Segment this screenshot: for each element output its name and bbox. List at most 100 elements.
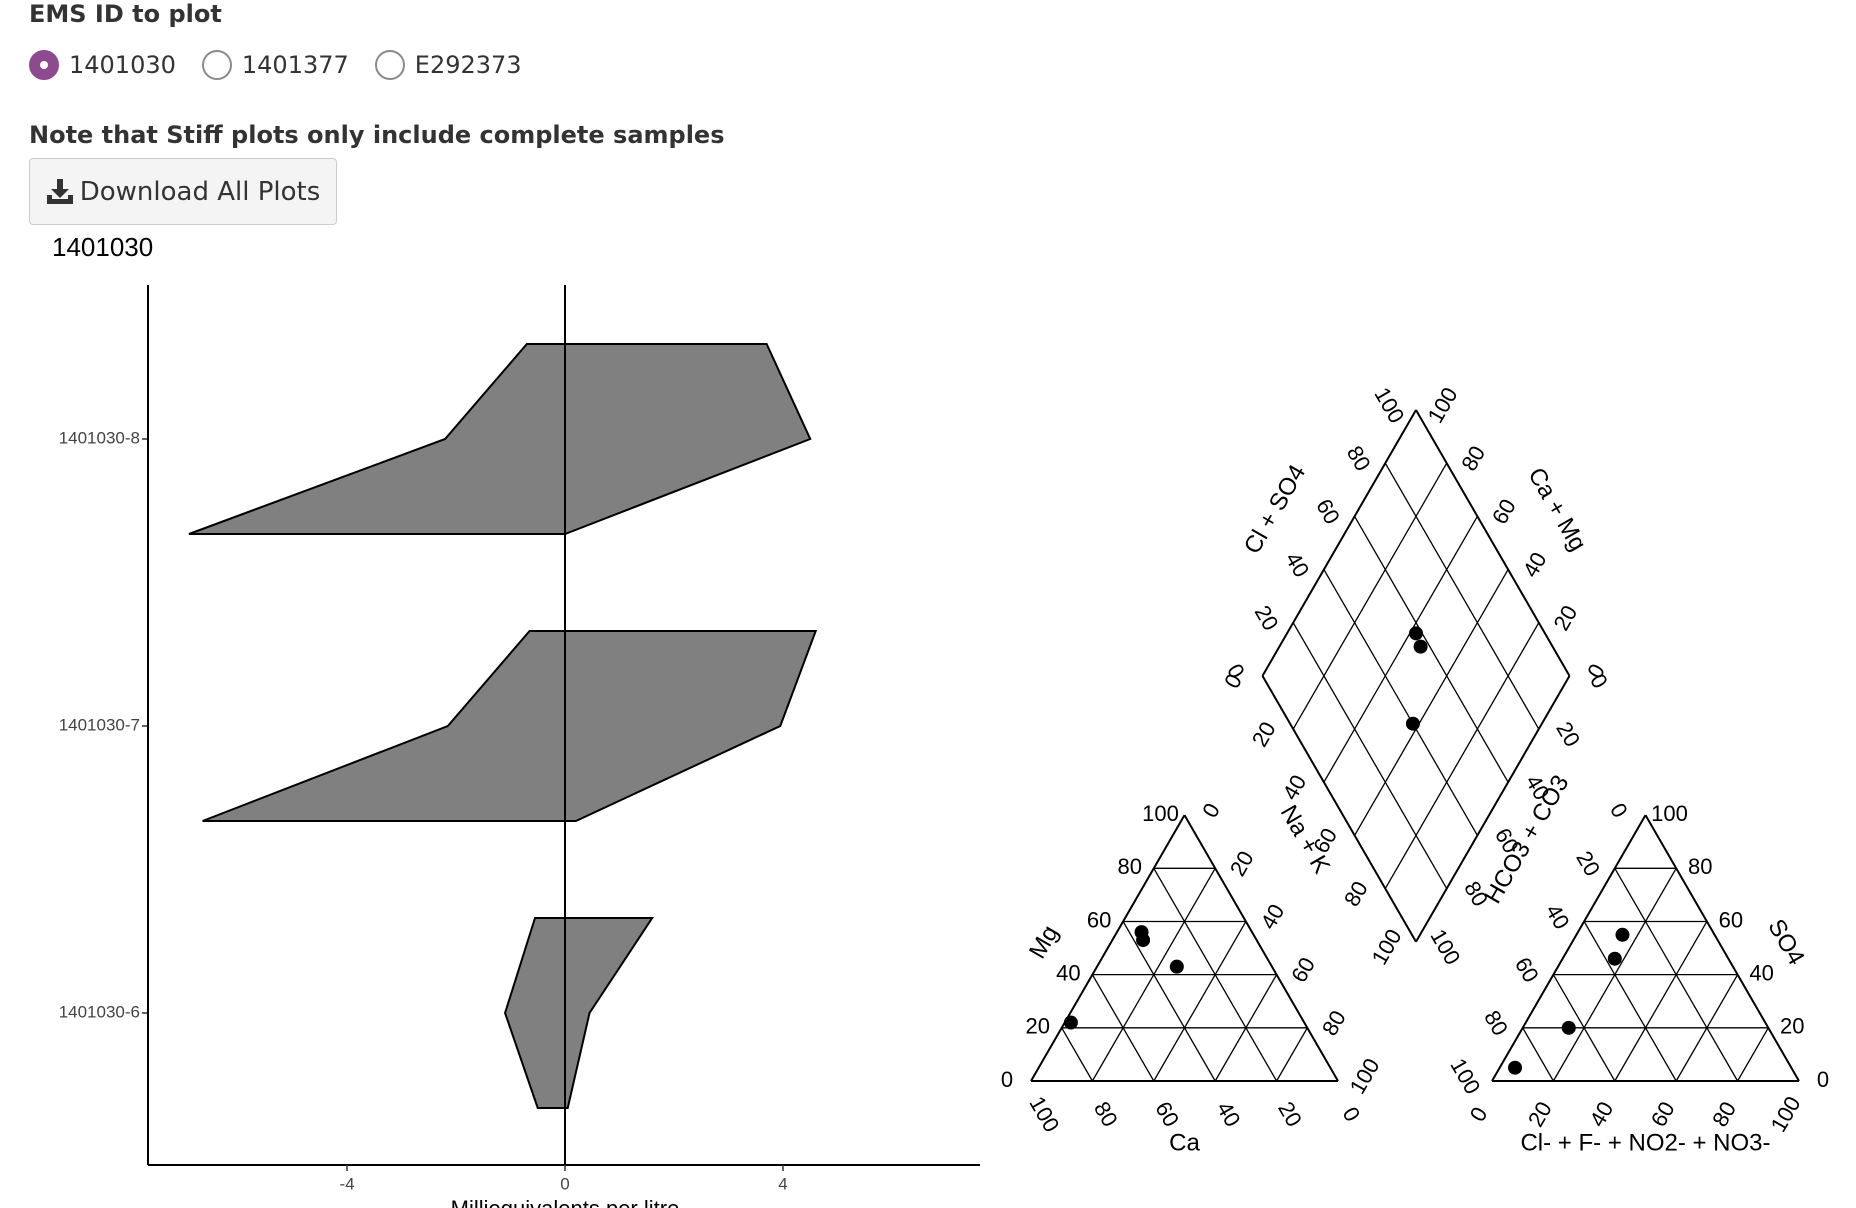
piper-point: [1409, 626, 1423, 641]
piper-grid-line: [1292, 462, 1448, 730]
piper-tick-label: 60: [1150, 1097, 1184, 1131]
radio-option-label: 1401377: [241, 51, 349, 79]
piper-tick-label: 40: [1056, 960, 1080, 985]
stiff-polygon: [188, 343, 812, 535]
piper-grid-line: [1675, 974, 1739, 1082]
piper-tick-label: 100: [1766, 1092, 1806, 1136]
piper-tick-label: 100: [1142, 801, 1179, 826]
piper-tick-label: 20: [1780, 1014, 1804, 1039]
stiff-polygon: [202, 630, 818, 822]
piper-grid-line: [1583, 921, 1677, 1082]
piper-tick-label: 100: [1425, 925, 1465, 969]
piper-tick-label: 80: [1089, 1097, 1123, 1131]
piper-point: [1405, 716, 1420, 731]
piper-tick-label: 80: [1479, 1006, 1513, 1040]
piper-tick-label: 40: [1277, 771, 1311, 805]
piper-grid-line: [1323, 569, 1478, 836]
piper-grid-line: [1030, 814, 1186, 1082]
piper-tick-label: 100: [1369, 383, 1409, 427]
piper-tick-label: 20: [1523, 1097, 1557, 1131]
piper-axis-title: Ca + Mg: [1522, 463, 1591, 556]
piper-grid-line: [1091, 974, 1155, 1082]
radio-button[interactable]: [374, 50, 405, 80]
piper-tick-label: 20: [1571, 847, 1605, 881]
piper-tick-label: 100: [1445, 1054, 1485, 1098]
download-all-plots-button[interactable]: Download All Plots: [29, 158, 337, 225]
piper-tick-label: 80: [1456, 441, 1490, 475]
piper-grid-line: [1384, 622, 1540, 889]
piper-tick-label: 40: [1749, 960, 1773, 985]
piper-point: [1607, 951, 1622, 966]
download-button-label: Download All Plots: [79, 176, 321, 207]
piper-tick-label: 80: [1118, 854, 1142, 879]
piper-grid-line: [1644, 814, 1800, 1082]
x-axis-label: Milliequivalents per litre: [451, 1196, 680, 1208]
piper-tick-label: 80: [1339, 877, 1373, 911]
radio-option-1401377[interactable]: 1401377: [201, 50, 349, 80]
piper-tick-label: 0: [1001, 1067, 1013, 1092]
piper-tick-label: 20: [1025, 1014, 1049, 1039]
x-tick-label: -4: [339, 1174, 354, 1193]
piper-grid-line: [1292, 622, 1448, 889]
radio-option-label: E292373: [414, 51, 522, 79]
piper-tick-label: 0: [1338, 1103, 1366, 1126]
piper-grid-line: [1261, 409, 1417, 677]
piper-tick-label: 80: [1688, 854, 1712, 879]
piper-tick-label: 80: [1707, 1097, 1741, 1131]
piper-tick-label: 0: [1197, 799, 1225, 822]
piper-tick-label: 100: [1024, 1092, 1064, 1136]
piper-tick-label: 60: [1646, 1097, 1680, 1131]
piper-tick-label: 100: [1367, 925, 1407, 969]
piper-grid-line: [1552, 974, 1616, 1082]
piper-tick-label: 40: [1541, 900, 1575, 934]
piper-grid-line: [1415, 675, 1571, 943]
radio-option-1401030[interactable]: 1401030: [29, 50, 176, 80]
y-tick-label: 1401030-7: [59, 715, 140, 734]
piper-grid-line: [1323, 516, 1478, 783]
plot-title: 1401030: [52, 232, 154, 262]
piper-tick-label: 20: [1250, 601, 1284, 635]
piper-point: [1063, 1015, 1078, 1030]
piper-axis-title: Cl + SO4: [1239, 460, 1311, 558]
download-icon: [46, 178, 73, 204]
piper-tick-label: 100: [1651, 801, 1688, 826]
radio-button[interactable]: [201, 50, 232, 80]
piper-tick-label: 40: [1280, 548, 1314, 582]
radio-button-checked[interactable]: [29, 50, 59, 80]
piper-tick-label: 60: [1487, 495, 1521, 529]
radio-option-label: 1401030: [69, 51, 176, 79]
radio-option-E292373[interactable]: E292373: [374, 50, 522, 80]
stiff-plot: 1401030-8 1401030-7 1401030-6 -4 0 4 Milliequi…: [59, 285, 980, 1208]
x-tick-label: 4: [778, 1174, 787, 1193]
piper-tick-label: 20: [1247, 717, 1281, 751]
piper-tick-label: 40: [1518, 548, 1552, 582]
piper-grid-line: [1491, 814, 1647, 1082]
piper-grid-line: [1276, 1027, 1308, 1082]
piper-tick-label: 20: [1551, 717, 1585, 751]
piper-point: [1136, 933, 1151, 948]
piper-grid-line: [1354, 516, 1509, 783]
y-tick-label: 1401030-8: [59, 428, 140, 447]
piper-grid-line: [1737, 1027, 1769, 1082]
piper-point: [1413, 639, 1428, 654]
piper-axis-title: Ca: [1169, 1129, 1200, 1156]
piper-tick-label: 60: [1719, 907, 1743, 932]
stiff-note: Note that Stiff plots only include compl…: [29, 121, 725, 149]
piper-grid-line: [1153, 921, 1247, 1082]
piper-grid-line: [1061, 1027, 1093, 1082]
piper-tick-label: 40: [1584, 1097, 1618, 1131]
piper-grid-line: [1415, 409, 1571, 677]
piper-tick-label: 40: [1212, 1097, 1246, 1131]
piper-grid-line: [1522, 1027, 1554, 1082]
piper-point: [1508, 1060, 1523, 1075]
piper-grid-line: [1122, 921, 1216, 1082]
piper-tick-label: 0: [1605, 799, 1633, 822]
piper-axis-title: Mg: [1024, 921, 1064, 963]
piper-tick-label: 80: [1342, 441, 1376, 475]
ems-id-radio-group: 1401030 1401377 E292373: [29, 50, 548, 80]
piper-point: [1561, 1020, 1576, 1035]
radio-group-label: EMS ID to plot: [29, 0, 222, 28]
piper-grid-line: [1214, 974, 1278, 1082]
